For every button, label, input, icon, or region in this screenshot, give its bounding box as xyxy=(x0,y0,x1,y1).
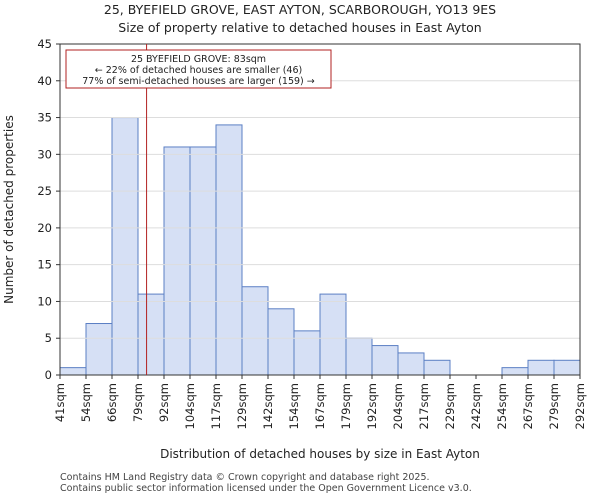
bar-79sqm xyxy=(137,293,165,376)
footer-line-1: Contains HM Land Registry data © Crown c… xyxy=(60,472,430,483)
chart-title: 25, BYEFIELD GROVE, EAST AYTON, SCARBORO… xyxy=(103,2,497,17)
bar-41sqm xyxy=(59,367,87,376)
annotation-box xyxy=(65,49,332,89)
x-tick-label: 229sqm xyxy=(443,383,457,429)
x-tick-label: 192sqm xyxy=(365,383,379,429)
y-tick-label: 30 xyxy=(37,147,52,161)
x-tick-label: 167sqm xyxy=(313,383,327,429)
bar-179sqm xyxy=(345,337,373,376)
bar-142sqm xyxy=(267,308,295,376)
bar-129sqm xyxy=(241,286,269,376)
chart-subtitle: Size of property relative to detached ho… xyxy=(118,20,482,35)
y-tick-label: 5 xyxy=(45,331,52,345)
bar-54sqm xyxy=(85,323,113,376)
bars-group xyxy=(59,117,581,376)
y-tick-label: 15 xyxy=(37,258,52,272)
x-tick-label: 254sqm xyxy=(495,383,509,429)
x-tick-label: 129sqm xyxy=(235,383,249,429)
x-tick-label: 242sqm xyxy=(469,383,483,429)
bar-204sqm xyxy=(397,352,425,376)
bar-66sqm xyxy=(111,117,139,376)
y-tick-label: 35 xyxy=(37,111,52,125)
x-tick-label: 279sqm xyxy=(547,383,561,429)
x-tick-label: 54sqm xyxy=(79,383,93,422)
bar-279sqm xyxy=(553,359,581,376)
y-tick-label: 25 xyxy=(37,184,52,198)
bar-117sqm xyxy=(215,124,243,376)
bar-92sqm xyxy=(163,146,191,376)
bar-154sqm xyxy=(293,330,321,376)
footer-line-2: Contains public sector information licen… xyxy=(60,483,472,494)
x-tick-label: 66sqm xyxy=(105,383,119,422)
annotation-line-3: 77% of semi-detached houses are larger (… xyxy=(82,76,315,87)
y-tick-label: 45 xyxy=(37,37,52,51)
plot-frame xyxy=(59,43,581,376)
bar-267sqm xyxy=(527,359,555,376)
x-axis-label: Distribution of detached houses by size … xyxy=(160,447,480,461)
annotation-line-1: 25 BYEFIELD GROVE: 83sqm xyxy=(131,54,266,65)
y-axis-label: Number of detached properties xyxy=(2,115,16,304)
x-tick-label: 79sqm xyxy=(131,383,145,422)
x-tick-label: 142sqm xyxy=(261,383,275,429)
bar-254sqm xyxy=(501,367,529,376)
bar-192sqm xyxy=(371,345,399,376)
x-tick-label: 292sqm xyxy=(573,383,587,429)
x-tick-label: 117sqm xyxy=(209,383,223,429)
x-tick-label: 41sqm xyxy=(53,383,67,422)
x-tick-label: 204sqm xyxy=(391,383,405,429)
x-tick-label: 267sqm xyxy=(521,383,535,429)
x-tick-label: 92sqm xyxy=(157,383,171,422)
x-tick-label: 154sqm xyxy=(287,383,301,429)
bar-104sqm xyxy=(189,146,217,376)
y-tick-label: 10 xyxy=(37,294,52,308)
y-tick-label: 20 xyxy=(37,221,52,235)
annotation-line-2: ← 22% of detached houses are smaller (46… xyxy=(95,65,302,76)
y-tick-label: 40 xyxy=(37,74,52,88)
x-tick-label: 179sqm xyxy=(339,383,353,429)
x-tick-label: 217sqm xyxy=(417,383,431,429)
y-tick-label: 0 xyxy=(45,368,52,382)
bar-217sqm xyxy=(423,359,451,376)
x-tick-label: 104sqm xyxy=(183,383,197,429)
bar-167sqm xyxy=(319,293,347,376)
x-axis-ticks: 41sqm 54sqm 66sqm 79sqm 92sqm 104sqm 117sqm 129… xyxy=(53,375,587,429)
